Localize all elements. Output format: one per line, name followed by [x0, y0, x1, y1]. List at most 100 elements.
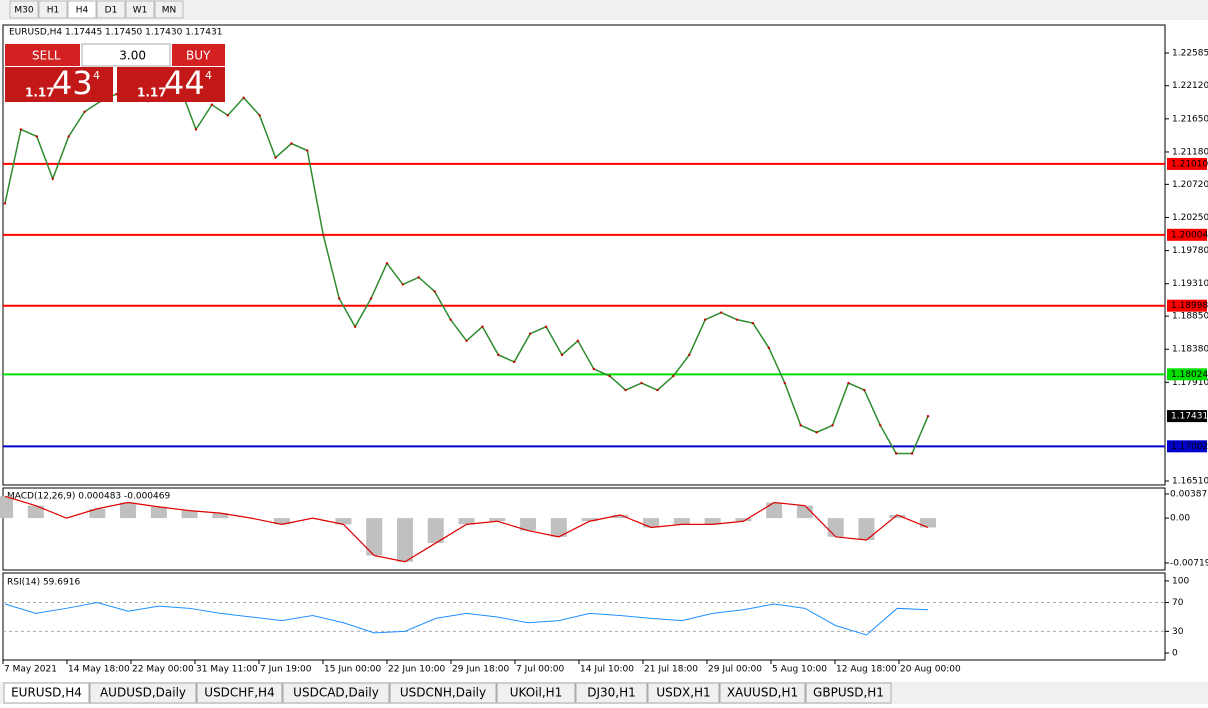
- timeframe-button[interactable]: [67, 0, 97, 19]
- tab-label: GBPUSD,H1: [813, 686, 884, 700]
- y-tick-label: 1.21650: [1172, 114, 1208, 124]
- close-point: [576, 339, 580, 342]
- tab-label: USDX,H1: [656, 686, 710, 700]
- close-point: [656, 388, 659, 392]
- macd-bar: [396, 518, 413, 562]
- sell-label: SELL: [32, 49, 61, 63]
- macd-bar: [550, 518, 567, 537]
- x-tick-label: 22 May 00:00: [132, 665, 194, 675]
- timeframe-button[interactable]: [154, 0, 184, 19]
- close-point: [35, 135, 39, 138]
- y-tick-label: 1.20720: [1172, 180, 1208, 190]
- buy-button[interactable]: [172, 44, 225, 66]
- level-label: 1.17002: [1171, 442, 1208, 452]
- close-point: [831, 424, 834, 427]
- symbol-tab[interactable]: [719, 682, 806, 704]
- close-point: [210, 103, 214, 106]
- close-point: [290, 142, 293, 145]
- bid-big: 1.17: [25, 86, 55, 100]
- close-point: [497, 353, 500, 357]
- close-point: [624, 388, 627, 392]
- close-point: [83, 110, 86, 114]
- rsi-pane: [2, 572, 1166, 661]
- timeframe-button[interactable]: [38, 0, 68, 19]
- x-tick-label: 29 Jul 00:00: [708, 665, 762, 675]
- timeframe-label: H1: [47, 6, 60, 16]
- timeframe-button[interactable]: [96, 0, 126, 19]
- macd-bar: [27, 505, 44, 519]
- y-tick-label: 1.19310: [1172, 279, 1208, 289]
- y-tick-label: -0.007195: [1170, 558, 1208, 568]
- ask-box[interactable]: [117, 67, 225, 102]
- symbol-tab[interactable]: [575, 682, 648, 704]
- y-tick-label: 1.22585: [1172, 48, 1208, 58]
- close-point: [194, 128, 198, 131]
- volume-box[interactable]: [81, 43, 171, 67]
- close-point: [513, 360, 516, 364]
- macd-bar: [581, 518, 598, 522]
- timeframe-label: W1: [133, 6, 148, 16]
- macd-bar: [796, 505, 813, 519]
- close-point: [67, 135, 70, 138]
- close-point: [640, 381, 643, 385]
- x-tick-label: 7 Jul 00:00: [516, 665, 565, 675]
- level-tag: [1167, 228, 1207, 241]
- close-point: [115, 92, 118, 96]
- level-tag: [1167, 157, 1207, 170]
- volume: 3.00: [119, 49, 146, 63]
- close-point: [242, 96, 245, 99]
- macd-bar: [427, 518, 444, 544]
- close-point: [385, 262, 389, 265]
- macd-bar: [735, 518, 752, 522]
- level-tag: [1167, 299, 1207, 312]
- close-point: [417, 276, 420, 279]
- symbol-tab[interactable]: [89, 682, 197, 704]
- symbol-tab[interactable]: [196, 682, 283, 704]
- symbol-tab[interactable]: [805, 682, 892, 704]
- close-point: [337, 297, 341, 300]
- close-point: [863, 388, 866, 392]
- symbol-tab[interactable]: [282, 682, 390, 704]
- price-tag: [1167, 410, 1207, 423]
- y-tick-label: 0.003873: [1170, 489, 1208, 499]
- close-point: [401, 283, 405, 286]
- close-point: [433, 290, 436, 293]
- close-point: [910, 452, 914, 455]
- close-point: [767, 346, 771, 350]
- close-point: [608, 374, 611, 378]
- timeframe-button[interactable]: [125, 0, 155, 19]
- symbol-tab[interactable]: [496, 682, 576, 704]
- symbol-tab[interactable]: [3, 682, 90, 704]
- y-tick-label: 1.22120: [1172, 81, 1208, 91]
- sell-button[interactable]: [5, 44, 80, 66]
- close-point: [258, 114, 261, 117]
- close-point: [688, 353, 691, 357]
- macd-bar: [858, 518, 875, 540]
- symbol-tab[interactable]: [647, 682, 720, 704]
- macd-bar: [643, 518, 660, 528]
- ask-pips: 44: [164, 64, 205, 102]
- close-point: [560, 353, 564, 357]
- close-point: [528, 332, 532, 335]
- x-tick-label: 31 May 11:00: [196, 665, 258, 675]
- y-tick-label: 1.21180: [1172, 147, 1208, 157]
- macd-bar: [827, 518, 844, 537]
- macd-label: MACD(12,26,9) 0.000483 -0.000469: [7, 492, 170, 502]
- symbol-tab[interactable]: [389, 682, 497, 704]
- close-point: [449, 318, 452, 321]
- chart-header: EURUSD,H4 1.17445 1.17450 1.17430 1.1743…: [9, 28, 222, 38]
- ask-big: 1.17: [137, 86, 167, 100]
- close-point: [322, 233, 325, 237]
- bid-pips: 43: [52, 64, 93, 102]
- close-point: [3, 202, 7, 205]
- x-tick-label: 29 Jun 18:00: [452, 665, 509, 675]
- close-point: [592, 367, 596, 371]
- x-tick-label: 15 Jun 00:00: [324, 665, 381, 675]
- level-label: 1.18998: [1171, 301, 1208, 311]
- bid-box[interactable]: [5, 67, 113, 102]
- tab-label: USDCAD,Daily: [293, 686, 379, 700]
- timeframe-button[interactable]: [9, 0, 39, 19]
- price-line: [4, 86, 929, 455]
- tab-label: USDCNH,Daily: [400, 686, 486, 700]
- close-point: [751, 321, 755, 325]
